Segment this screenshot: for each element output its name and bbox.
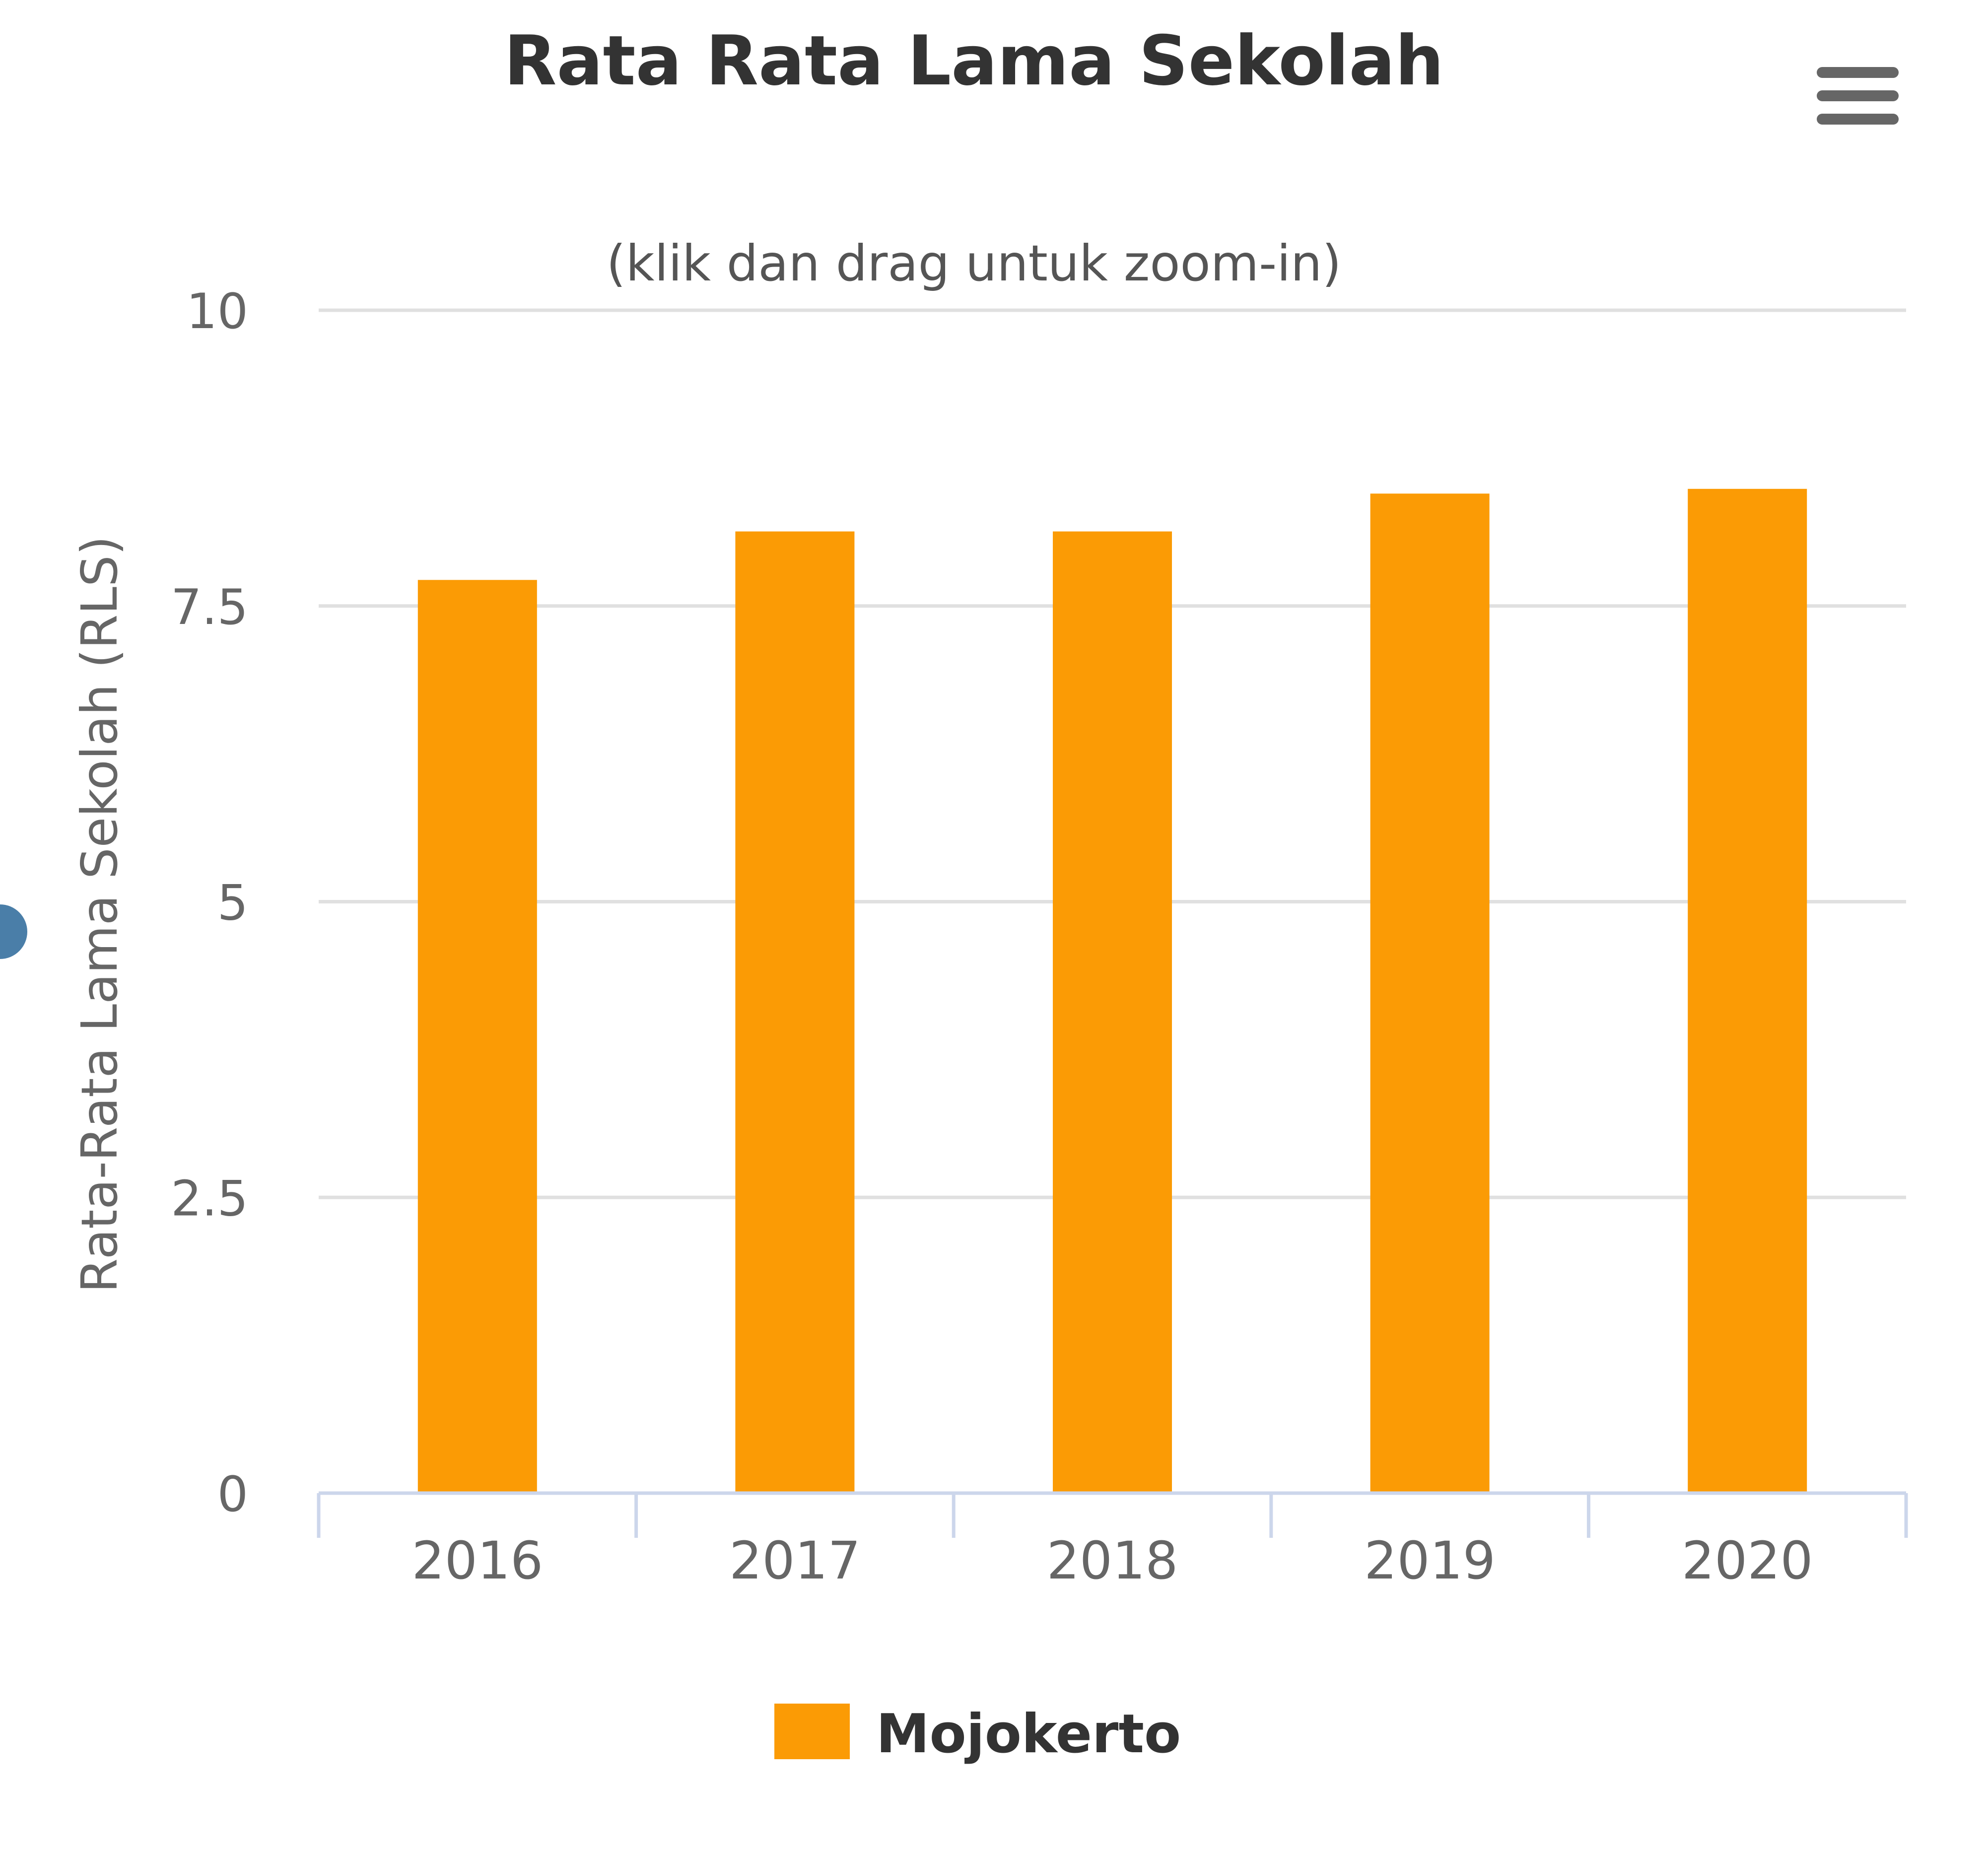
legend-label[interactable]: Mojokerto — [876, 1703, 1181, 1765]
x-axis — [317, 1491, 1908, 1538]
y-tick-label: 7.5 — [171, 579, 248, 636]
chart-title: Rata Rata Lama Sekolah — [504, 21, 1444, 101]
y-axis-ticks: 0 2.5 5 7.5 10 — [171, 283, 248, 1523]
legend-swatch — [774, 1704, 850, 1759]
bar-2020[interactable] — [1688, 488, 1807, 1493]
chart-subtitle: (klik dan drag untuk zoom-in) — [607, 234, 1342, 292]
bar-2018[interactable] — [1053, 531, 1172, 1493]
bar-series-mojokerto[interactable] — [417, 488, 1807, 1493]
bar-2019[interactable] — [1370, 493, 1490, 1493]
y-tick-label: 5 — [217, 875, 248, 932]
bar-2017[interactable] — [735, 531, 855, 1493]
y-tick-label: 0 — [217, 1466, 248, 1523]
legend[interactable]: Mojokerto — [774, 1703, 1181, 1765]
x-tick-label: 2019 — [1364, 1530, 1496, 1591]
x-tick-label: 2018 — [1047, 1530, 1178, 1591]
x-tick-label: 2020 — [1682, 1530, 1813, 1591]
hamburger-menu-icon — [1817, 67, 1899, 125]
side-nav-dot[interactable] — [0, 904, 27, 959]
x-tick-label: 2016 — [411, 1530, 543, 1591]
x-tick-label: 2017 — [729, 1530, 861, 1591]
y-tick-label: 10 — [186, 283, 248, 340]
y-axis-title: Rata-Rata Lama Sekolah (RLS) — [70, 536, 129, 1293]
chart-context-menu-button[interactable] — [1817, 67, 1899, 125]
y-tick-label: 2.5 — [171, 1170, 248, 1227]
x-axis-ticks: 2016 2017 2018 2019 2020 — [411, 1530, 1813, 1591]
bar-2016[interactable] — [417, 580, 537, 1493]
